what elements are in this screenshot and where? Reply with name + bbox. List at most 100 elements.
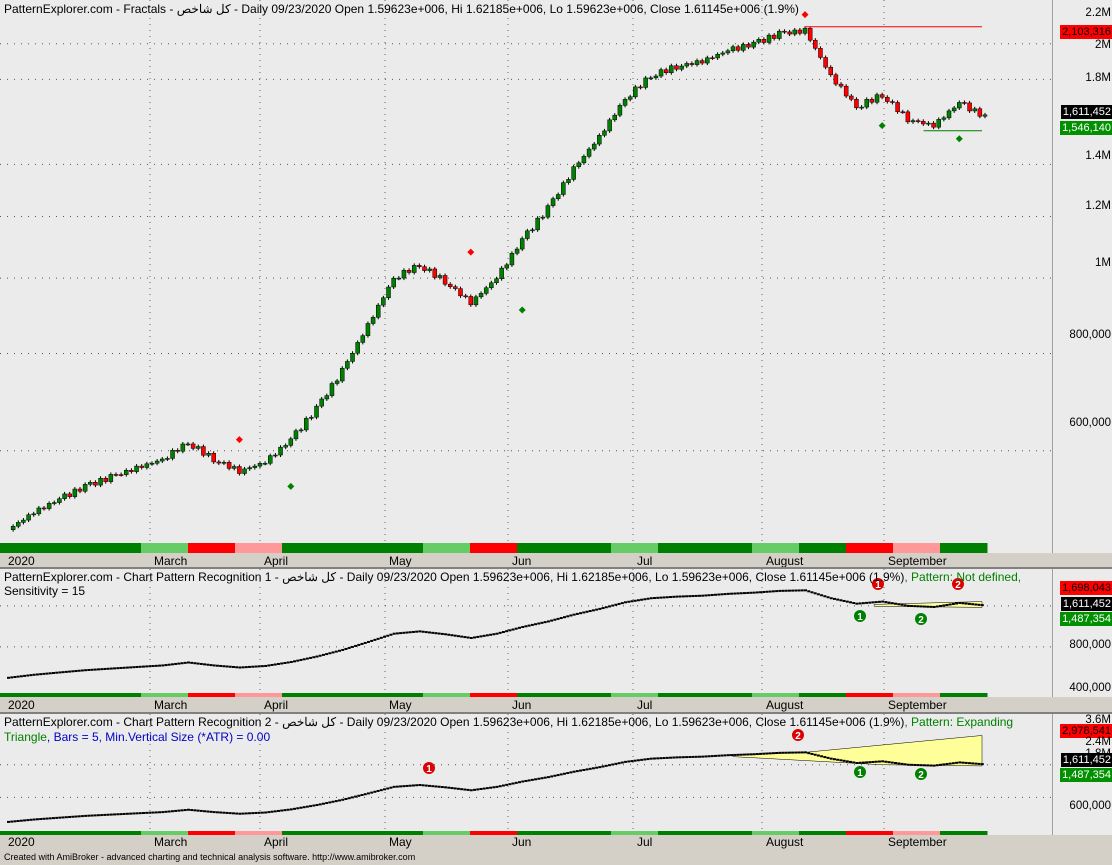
price-dash: [498, 631, 502, 634]
pane-separator[interactable]: [0, 567, 1112, 569]
cpr1-chart[interactable]: 1 2 1 2: [0, 569, 1052, 697]
price-dash: [29, 674, 33, 677]
up-candle: [273, 454, 278, 457]
price-dash: [32, 818, 36, 821]
price-dash: [640, 758, 644, 761]
price-dash: [543, 776, 547, 779]
up-candle: [298, 429, 304, 432]
main-price-chart[interactable]: [0, 0, 1052, 553]
trend-band-segment: [470, 693, 518, 697]
price-dash: [151, 665, 155, 668]
price-dash: [620, 602, 624, 605]
price-dash: [575, 770, 579, 773]
price-dash: [861, 602, 865, 605]
price-dash: [13, 820, 17, 823]
price-dash: [685, 595, 689, 598]
price-dash: [662, 757, 666, 760]
up-candle: [509, 252, 515, 266]
price-dash: [96, 814, 100, 817]
up-candle: [278, 446, 283, 456]
price-dash: [71, 815, 75, 818]
price-dash: [746, 591, 750, 594]
x-label: Jul: [637, 835, 653, 849]
cpr1-y-axis[interactable]: 1,698,043 1,611,452 1,487,354 800,000 40…: [1052, 569, 1112, 697]
price-dash: [697, 755, 701, 758]
price-dash: [440, 632, 444, 635]
down-candle: [869, 99, 875, 103]
price-dash: [257, 665, 261, 668]
price-dash: [791, 751, 795, 754]
trend-band-segment: [376, 693, 424, 697]
price-dash: [296, 659, 300, 662]
price-dash: [704, 755, 708, 758]
cpr2-pane[interactable]: 1 2 1 2 PatternExplorer.com - Chart Pattern…: [0, 714, 1052, 835]
price-dash: [64, 816, 68, 819]
price-dash: [640, 598, 644, 601]
price-dash: [804, 751, 808, 754]
price-dash: [161, 811, 165, 814]
pane-separator[interactable]: [0, 712, 1112, 714]
trend-band-segment: [423, 693, 471, 697]
price-dash: [945, 603, 949, 606]
price-dash: [797, 589, 801, 592]
price-dash: [951, 602, 955, 605]
price-dash: [405, 784, 409, 787]
price-dash: [559, 773, 563, 776]
price-dash: [366, 640, 370, 643]
price-dash: [804, 589, 808, 592]
price-dash: [807, 752, 811, 755]
down-candle: [885, 96, 890, 102]
price-dash: [527, 624, 531, 627]
up-candle: [88, 482, 93, 485]
x-label: April: [264, 554, 289, 568]
price-dash: [942, 604, 946, 607]
main-y-axis[interactable]: 2.2M 2,103,316 2M 1.8M 1,611,452 1,546,1…: [1052, 0, 1112, 553]
down-candle: [458, 288, 463, 297]
cpr1-pane[interactable]: 1 2 1 2 PatternExplorer.com - Chart Pattern…: [0, 569, 1052, 697]
up-candle: [756, 39, 761, 43]
cpr2-y-axis[interactable]: 3.6M 2,978,541 2.4M 1.8M 1,611,452 1,487…: [1052, 714, 1112, 835]
price-dash: [498, 785, 502, 788]
price-dash: [704, 594, 708, 597]
trend-band-segment: [752, 543, 800, 553]
price-dash: [116, 813, 120, 816]
price-dash: [383, 635, 387, 638]
price-dash: [251, 812, 255, 815]
price-dash: [383, 788, 387, 791]
down-candle: [139, 465, 144, 468]
price-dash: [296, 807, 300, 810]
price-dash: [395, 632, 399, 635]
price-dash: [964, 761, 968, 764]
cpr1-title: PatternExplorer.com - Chart Pattern Reco…: [4, 570, 1021, 584]
price-dash: [74, 670, 78, 673]
down-candle: [699, 60, 705, 64]
price-dash: [251, 665, 255, 668]
up-candle: [982, 114, 988, 117]
price-dash: [958, 601, 962, 604]
price-dash: [694, 594, 698, 597]
price-dash: [87, 668, 91, 671]
price-dash: [135, 812, 139, 815]
up-candle: [504, 264, 510, 269]
fractal-up-marker: [801, 11, 809, 19]
y-tick-label: 3.6M: [1085, 714, 1111, 726]
price-dash: [508, 783, 512, 786]
cpr2-pattern-name-cont: Triangle: [4, 730, 47, 744]
down-candle: [432, 268, 438, 278]
up-candle: [473, 296, 479, 306]
price-dash: [357, 794, 361, 797]
y-tick-label: 400,000: [1069, 682, 1111, 694]
price-dash: [649, 597, 653, 600]
up-candle: [730, 46, 736, 52]
down-candle: [900, 111, 905, 114]
price-dash: [489, 786, 493, 789]
footer-credit: Created with AmiBroker - advanced charti…: [4, 852, 416, 862]
price-dash: [505, 630, 509, 633]
trend-band-segment: [799, 543, 847, 553]
price-dash: [926, 605, 930, 608]
cpr2-chart[interactable]: 1 2 1 2: [0, 714, 1052, 835]
x-label: August: [766, 835, 804, 849]
price-dash: [517, 781, 521, 784]
main-price-pane[interactable]: PatternExplorer.com - Fractals - كل شاخص…: [0, 0, 1052, 553]
up-candle: [303, 418, 309, 431]
